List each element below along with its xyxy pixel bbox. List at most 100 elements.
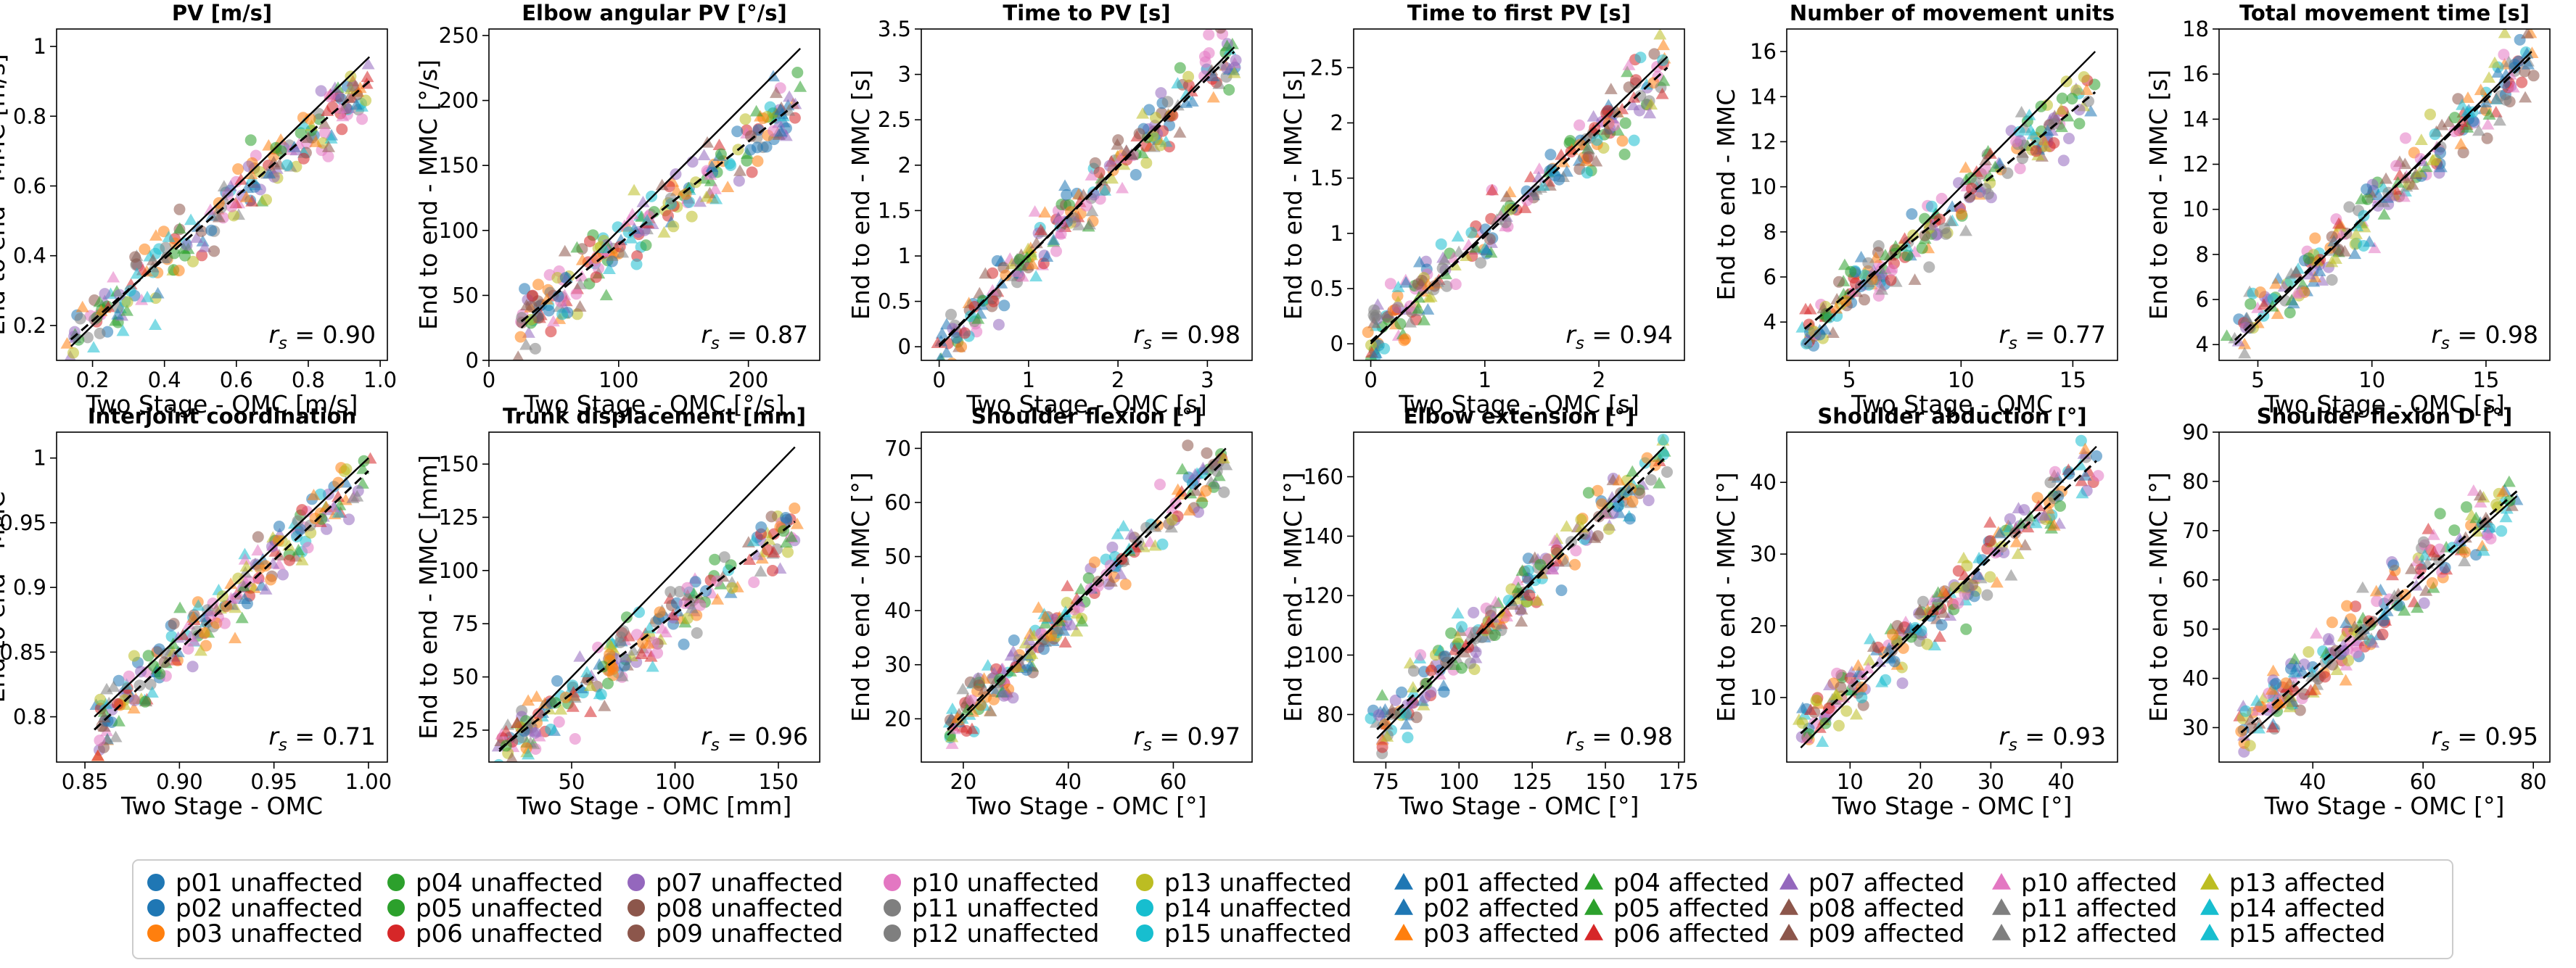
data-point	[1845, 265, 1857, 278]
data-point	[2419, 584, 2433, 596]
data-point	[2280, 677, 2292, 690]
data-point	[794, 80, 807, 92]
regression-line	[1370, 67, 1668, 343]
data-point	[1173, 488, 1187, 500]
data-point	[151, 286, 165, 299]
data-point	[598, 699, 612, 711]
legend-marker-circle	[627, 924, 645, 942]
data-point	[1657, 74, 1671, 86]
data-point	[273, 521, 285, 532]
y-tick-label: 70	[884, 436, 911, 460]
identity-line	[498, 446, 796, 753]
data-point	[260, 560, 272, 572]
data-point	[789, 502, 801, 514]
legend-item-label: p02 affected	[1423, 894, 1579, 923]
data-point	[1040, 250, 1054, 262]
regression-line	[520, 99, 802, 323]
data-point	[2287, 297, 2300, 309]
data-point	[2405, 562, 2419, 574]
scatter-panel: 50 100 150 25 50 75 100 125 150 Trunk displacemen…	[414, 404, 820, 820]
data-point	[575, 253, 589, 265]
data-point	[1830, 688, 1843, 700]
data-point	[746, 534, 760, 547]
data-point	[361, 70, 374, 83]
data-point	[127, 702, 141, 713]
data-point	[1886, 264, 1898, 276]
data-point	[1923, 261, 1935, 273]
y-tick-label: 50	[2182, 617, 2209, 642]
x-axis-label: Two Stage - OMC [mm]	[517, 792, 792, 820]
data-point	[627, 644, 641, 656]
scatter-panel: 5 10 15 4 6 8 10 12 14 16 18 Total movement time [s…	[2144, 1, 2551, 418]
data-point	[2418, 536, 2429, 548]
data-point	[2091, 450, 2102, 462]
y-tick-label: 3	[898, 62, 911, 87]
identity-line	[2240, 495, 2518, 743]
data-point	[751, 141, 763, 154]
data-point	[1038, 610, 1052, 622]
y-tick-label: 30	[884, 653, 911, 677]
data-point	[2266, 721, 2279, 733]
rs-value: = 0.98	[1584, 722, 1673, 750]
data-point	[2075, 487, 2089, 499]
y-tick-label: 160	[1304, 464, 1343, 489]
data-point	[1365, 339, 1377, 351]
data-point	[1983, 147, 1997, 159]
data-point	[1826, 326, 1840, 338]
y-tick-label: 12	[1750, 129, 1777, 154]
data-point	[1445, 627, 1457, 640]
data-point	[2313, 265, 2326, 276]
data-point	[1851, 659, 1865, 671]
y-tick-label: 0.95	[0, 510, 46, 535]
data-point	[1581, 167, 1593, 179]
data-point	[2498, 29, 2511, 38]
data-point	[998, 299, 1011, 312]
legend-marker-triangle	[1779, 873, 1798, 890]
y-tick-label: 6	[2196, 287, 2209, 312]
data-point	[1916, 242, 1928, 255]
data-point	[2083, 95, 2094, 107]
data-point	[1618, 148, 1631, 160]
data-point	[2411, 601, 2424, 613]
data-point	[1532, 162, 1546, 174]
x-tick-label: 60	[2410, 769, 2437, 794]
data-point	[1521, 194, 1534, 207]
data-point	[1856, 692, 1868, 703]
data-point	[986, 284, 1000, 296]
data-point	[2467, 115, 2480, 127]
data-point	[2250, 694, 2264, 706]
data-point	[1032, 601, 1045, 613]
data-point	[1457, 645, 1471, 658]
data-point	[1523, 170, 1537, 183]
data-point	[1106, 541, 1119, 553]
data-point	[2220, 329, 2234, 342]
data-point	[2047, 518, 2061, 531]
y-tick-label: 150	[439, 452, 479, 476]
identity-line	[1370, 56, 1668, 345]
legend-item-label: p15 affected	[2229, 919, 2385, 948]
data-point	[1840, 295, 1852, 307]
rs-subscript: s	[2009, 334, 2017, 353]
data-point	[2442, 115, 2456, 128]
data-point	[1867, 264, 1880, 276]
data-point	[1604, 83, 1618, 94]
data-point	[2326, 658, 2339, 671]
legend-item-label: p07 affected	[1808, 869, 1964, 898]
data-point	[584, 706, 598, 717]
panel-title: Shoulder flexion [°]	[971, 404, 1202, 429]
data-point	[1362, 326, 1374, 339]
panel-title: Shoulder flexion D [°]	[2257, 404, 2513, 429]
data-point	[765, 510, 778, 523]
data-point	[111, 307, 125, 320]
data-point	[2271, 307, 2284, 319]
y-tick-label: 18	[2182, 17, 2209, 41]
y-tick-label: 30	[2182, 715, 2209, 740]
data-point	[1913, 603, 1927, 616]
y-axis-label: End to end - MMC [°/s]	[414, 59, 443, 330]
axes-frame	[488, 28, 820, 361]
data-point	[2310, 626, 2324, 639]
data-point	[1451, 631, 1465, 643]
data-point	[340, 463, 353, 475]
data-point	[1531, 594, 1544, 606]
axes-frame	[921, 431, 1253, 763]
